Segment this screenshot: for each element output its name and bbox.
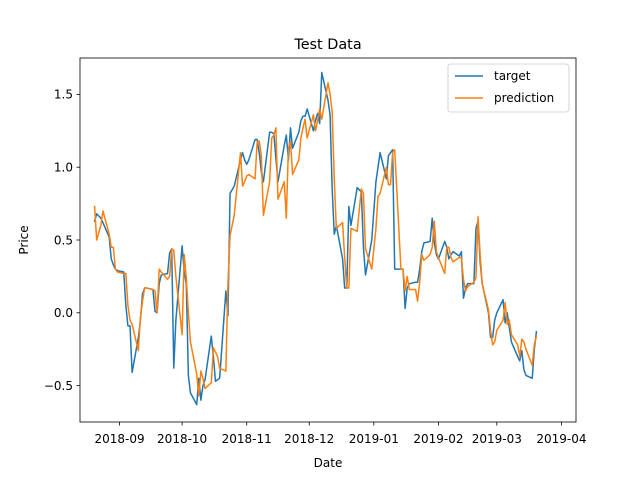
legend-label-prediction: prediction (494, 91, 554, 105)
x-tick-label: 2018-09 (95, 432, 145, 446)
legend-label-target: target (494, 69, 531, 83)
x-tick-label: 2019-03 (472, 432, 522, 446)
y-axis-label: Price (17, 225, 31, 254)
legend: target prediction (447, 63, 570, 113)
chart-title: Test Data (293, 37, 361, 53)
y-tick-label: 0.0 (54, 306, 73, 320)
x-tick-label: 2019-02 (413, 432, 463, 446)
x-tick-label: 2018-10 (157, 432, 207, 446)
x-tick-label: 2018-11 (222, 432, 272, 446)
series-line-target (93, 71, 538, 406)
x-tick-label: 2019-01 (349, 432, 399, 446)
y-tick-label: −0.5 (44, 379, 73, 393)
series-line-prediction (93, 82, 538, 397)
x-tick-label: 2019-04 (536, 432, 586, 446)
series-layer (93, 71, 538, 406)
y-axis: −0.5 0.0 0.5 1.0 1.5 (44, 88, 80, 393)
y-tick-label: 1.5 (54, 88, 73, 102)
x-tick-label: 2018-12 (284, 432, 334, 446)
x-axis-label: Date (314, 456, 343, 470)
x-axis: 2018-09 2018-10 2018-11 2018-12 2019-01 2019-… (95, 422, 586, 446)
y-tick-label: 1.0 (54, 161, 73, 175)
y-tick-label: 0.5 (54, 233, 73, 247)
